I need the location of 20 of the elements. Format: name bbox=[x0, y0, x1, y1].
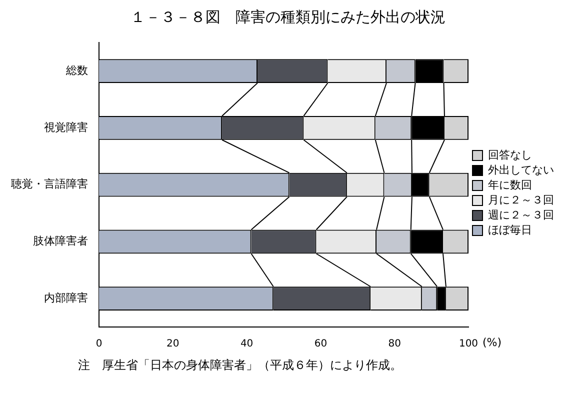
x-tick-label: 0 bbox=[96, 338, 102, 350]
legend-label: 年に数回 bbox=[488, 178, 532, 192]
legend-label: 外出してない bbox=[488, 163, 554, 176]
legend-label: 週に２～３回 bbox=[488, 208, 554, 222]
x-tick-label: 80 bbox=[388, 338, 401, 350]
x-tick-label: 100 bbox=[458, 338, 478, 350]
y-tick-label: 聴覚・言語障害 bbox=[11, 178, 88, 191]
text: 注 厚生省「日本の身体障害者」（平成６年）により作成。 bbox=[78, 357, 403, 374]
legend-label: 回答なし bbox=[488, 148, 532, 162]
y-tick-label: 総数 bbox=[65, 64, 88, 77]
x-tick-label: 60 bbox=[314, 338, 328, 350]
y-tick-label: 内部障害 bbox=[44, 291, 88, 304]
y-tick-label: 肢体障害者 bbox=[33, 234, 88, 248]
chart-title: １－３－８図 障害の種類別にみた外出の状況 bbox=[130, 8, 446, 27]
x-axis-title: (%) bbox=[482, 336, 502, 349]
y-tick-label: 視覚障害 bbox=[44, 120, 88, 134]
x-tick-label: 20 bbox=[166, 338, 180, 350]
legend-label: ほぼ毎日 bbox=[488, 223, 532, 236]
legend-label: 月に２～３回 bbox=[488, 193, 554, 206]
x-tick-label: 40 bbox=[240, 338, 254, 350]
